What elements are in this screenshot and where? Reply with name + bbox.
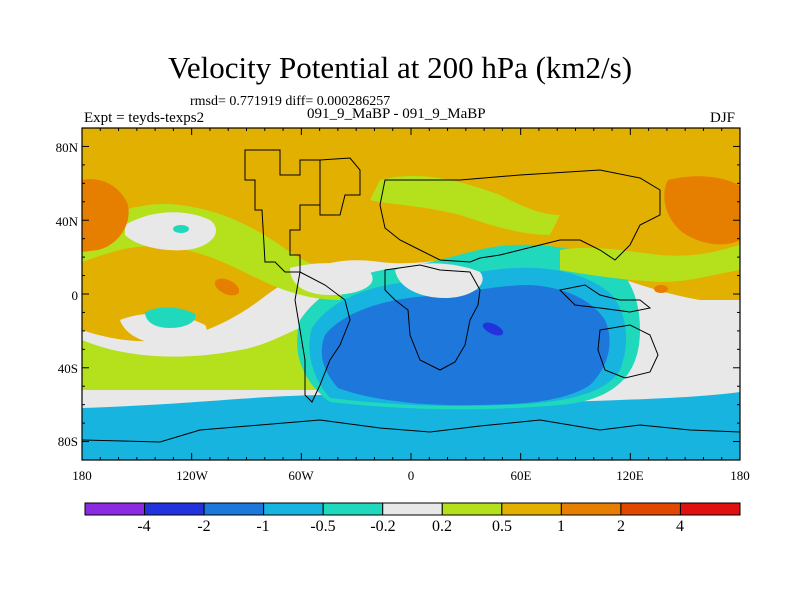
colorbar — [84, 502, 741, 516]
colorbar-swatch — [679, 502, 741, 516]
lon-tick-180w: 180 — [72, 468, 92, 483]
lon-tick-180e: 180 — [730, 468, 750, 483]
coastlines — [82, 149, 740, 443]
lon-tick-60w: 60W — [288, 468, 314, 483]
contour-band-north-east — [560, 245, 740, 282]
colorbar-swatch — [501, 502, 562, 516]
colorbar-label: -2 — [197, 518, 211, 535]
coastline-antarctica — [82, 419, 740, 443]
lat-tick-equator: 0 — [71, 288, 79, 303]
colorbar-swatch — [322, 502, 384, 516]
coastline-north-america — [244, 149, 321, 273]
contour-field — [82, 128, 740, 460]
contour-band-minus-1 — [82, 392, 740, 460]
coastline-africa — [384, 264, 481, 371]
contour-blob-neutral-3 — [395, 263, 483, 298]
coastline-eurasia — [379, 169, 661, 263]
colorbar-label: 0.5 — [492, 518, 512, 535]
lon-tick-120w: 120W — [176, 468, 208, 483]
colorbar-label: 0.2 — [432, 518, 452, 535]
coastline-maritime-continent — [558, 284, 652, 313]
colorbar-label: 4 — [676, 518, 684, 535]
colorbar-label: -0.2 — [370, 518, 396, 535]
chart-title: Velocity Potential at 200 hPa (km2/s) — [167, 50, 633, 85]
contour-band-1-2-west — [82, 179, 129, 252]
colorbar-swatch — [263, 502, 324, 516]
colorbar-swatch — [382, 502, 443, 516]
contour-blob-neutral-1 — [125, 212, 216, 251]
contour-band-minus-2 — [321, 285, 610, 406]
contour-band-minus-4 — [482, 322, 504, 336]
contour-band-1-2-east — [664, 176, 740, 245]
colorbar-swatch — [203, 502, 265, 516]
contour-band-north-central — [370, 175, 560, 235]
axis-ticks — [81, 128, 741, 460]
contour-band-0.2-0.5 — [82, 320, 320, 390]
colorbar-label: -1 — [256, 518, 270, 535]
contour-band-1-2-tiny — [654, 285, 668, 293]
lat-tick-40n: 40N — [55, 214, 78, 229]
contour-blob-neutral-2 — [290, 263, 373, 295]
coastline-south-america — [294, 271, 351, 403]
colorbar-swatch — [144, 502, 205, 516]
season-label: DJF — [710, 110, 736, 126]
colorbar-swatch — [620, 502, 681, 516]
colorbar-label: -0.5 — [310, 518, 336, 535]
lat-tick-40s: 40S — [57, 361, 78, 376]
lat-tick-80n: 80N — [55, 140, 78, 155]
experiment-label: Expt = teyds-texps2 — [84, 110, 205, 126]
coastline-greenland — [319, 157, 361, 216]
colorbar-label: 1 — [557, 518, 565, 535]
colorbar-swatch — [441, 502, 503, 516]
lat-tick-80s: 80S — [57, 434, 78, 449]
lon-tick-0: 0 — [407, 468, 415, 483]
colorbar-label: 2 — [617, 518, 625, 535]
stats-label: rmsd= 0.771919 diff= 0.000286257 — [190, 94, 391, 109]
colorbar-swatch — [560, 502, 622, 516]
coastline-australia — [597, 324, 659, 379]
lon-tick-120e: 120E — [616, 468, 644, 483]
contour-band-1-2-small — [214, 278, 240, 296]
colorbar-label: -4 — [137, 518, 151, 535]
colorbar-swatch — [84, 502, 146, 516]
lon-tick-60e: 60E — [510, 468, 532, 483]
contour-blob-teal-1 — [145, 307, 196, 328]
comparison-label: 091_9_MaBP - 091_9_MaBP — [307, 106, 486, 122]
contour-blob-teal-2 — [173, 225, 189, 233]
